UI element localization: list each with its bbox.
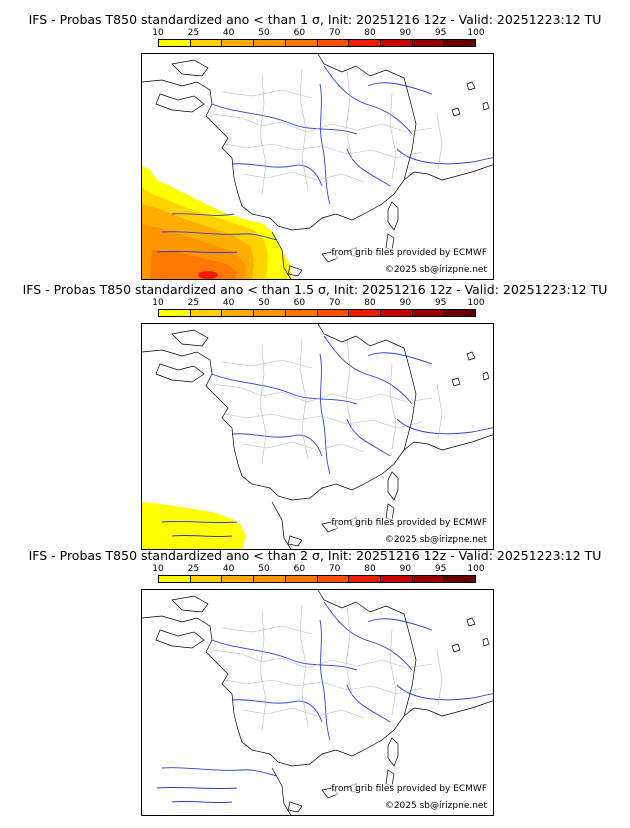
- colorbar-tick-label: 70: [328, 564, 341, 574]
- data-source-credit: from grib files provided by ECMWF: [331, 248, 487, 259]
- colorbar-tick-label: 10: [152, 298, 164, 308]
- probability-shading: [142, 166, 292, 279]
- copyright-credit: ©2025 sb@irizpne.net: [384, 535, 487, 546]
- colorbar-swatch: [285, 576, 318, 582]
- colorbar-tick-label: 95: [434, 298, 447, 308]
- colorbar-tick-label: 10: [152, 564, 164, 574]
- coastlines: [142, 590, 493, 815]
- colorbar-swatch: [159, 40, 191, 46]
- colorbar-tick-label: 70: [328, 28, 341, 38]
- map-graphic: [142, 54, 493, 279]
- probability-shading: [142, 502, 246, 549]
- colorbar-tick-label: 80: [364, 28, 376, 38]
- colorbar-swatch: [317, 576, 350, 582]
- panel-2: IFS - Probas T850 standardized ano < tha…: [0, 282, 630, 550]
- colorbar-swatch: [159, 310, 191, 316]
- colorbar: [158, 309, 476, 317]
- coastlines: [142, 54, 493, 279]
- colorbar-tick-label: 40: [222, 28, 235, 38]
- colorbar-tick-label: 25: [187, 564, 200, 574]
- colorbar-swatch: [222, 40, 255, 46]
- data-source-credit: from grib files provided by ECMWF: [331, 784, 487, 795]
- colorbar-tick-label: 60: [293, 564, 306, 574]
- colorbar-tick-label: 90: [399, 298, 412, 308]
- regional-boundaries: [211, 338, 443, 465]
- colorbar-swatch: [444, 40, 476, 46]
- panel-1: IFS - Probas T850 standardized ano < tha…: [0, 12, 630, 280]
- colorbar-tick-label: 100: [467, 564, 485, 574]
- colorbar-labels: 10 25 40 50 60 70 80 90 95 100: [152, 28, 484, 38]
- colorbar-swatch: [190, 310, 223, 316]
- colorbar-tick-label: 25: [187, 28, 200, 38]
- colorbar-swatch: [349, 40, 381, 46]
- colorbar-swatch: [317, 310, 350, 316]
- colorbar-tick-label: 100: [467, 298, 485, 308]
- colorbar: [158, 575, 476, 583]
- colorbar-tick-label: 70: [328, 298, 341, 308]
- colorbar-tick-label: 50: [258, 298, 270, 308]
- colorbar-tick-label: 95: [434, 28, 447, 38]
- colorbar-tick-label: 95: [434, 564, 447, 574]
- colorbar-tick-label: 40: [222, 298, 235, 308]
- copyright-credit: ©2025 sb@irizpne.net: [384, 265, 487, 276]
- colorbar-swatch: [412, 310, 445, 316]
- colorbar-tick-label: 25: [187, 298, 200, 308]
- colorbar-tick-label: 50: [258, 564, 270, 574]
- colorbar-swatch: [222, 576, 255, 582]
- colorbar-swatch: [190, 576, 223, 582]
- colorbar-tick-label: 10: [152, 28, 164, 38]
- colorbar-tick-label: 100: [467, 28, 485, 38]
- colorbar-tick-label: 60: [293, 298, 306, 308]
- colorbar-swatch: [254, 576, 286, 582]
- data-source-credit: from grib files provided by ECMWF: [331, 518, 487, 529]
- colorbar-swatch: [190, 40, 223, 46]
- colorbar-swatch: [349, 310, 381, 316]
- colorbar-swatch: [285, 40, 318, 46]
- colorbar-swatch: [349, 576, 381, 582]
- colorbar-swatch: [444, 310, 476, 316]
- colorbar-swatch: [412, 576, 445, 582]
- rivers: [161, 335, 493, 538]
- colorbar-swatch: [380, 310, 413, 316]
- colorbar-swatch: [254, 40, 286, 46]
- map-graphic: [142, 324, 493, 549]
- colorbar-tick-label: 80: [364, 298, 376, 308]
- colorbar-tick-label: 90: [399, 564, 412, 574]
- rivers: [156, 601, 493, 804]
- coastlines: [142, 324, 493, 549]
- colorbar-tick-label: 60: [293, 28, 306, 38]
- probability-map: from grib files provided by ECMWF ©2025 …: [141, 589, 494, 816]
- colorbar-swatch: [380, 576, 413, 582]
- rivers: [156, 65, 493, 254]
- colorbar-tick-label: 80: [364, 564, 376, 574]
- colorbar-tick-label: 90: [399, 28, 412, 38]
- panel-title: IFS - Probas T850 standardized ano < tha…: [28, 12, 602, 27]
- regional-boundaries: [211, 604, 443, 731]
- probability-map: from grib files provided by ECMWF ©2025 …: [141, 323, 494, 550]
- panel-3: IFS - Probas T850 standardized ano < tha…: [0, 548, 630, 816]
- colorbar-tick-label: 40: [222, 564, 235, 574]
- panel-title: IFS - Probas T850 standardized ano < tha…: [28, 548, 602, 563]
- colorbar: [158, 39, 476, 47]
- colorbar-labels: 10 25 40 50 60 70 80 90 95 100: [152, 564, 484, 574]
- colorbar-swatch: [254, 310, 286, 316]
- regional-boundaries: [211, 68, 443, 195]
- map-graphic: [142, 590, 493, 815]
- colorbar-swatch: [412, 40, 445, 46]
- colorbar-swatch: [222, 310, 255, 316]
- copyright-credit: ©2025 sb@irizpne.net: [384, 801, 487, 812]
- colorbar-swatch: [317, 40, 350, 46]
- probability-map: from grib files provided by ECMWF ©2025 …: [141, 53, 494, 280]
- colorbar-swatch: [380, 40, 413, 46]
- colorbar-swatch: [285, 310, 318, 316]
- colorbar-swatch: [159, 576, 191, 582]
- colorbar-tick-label: 50: [258, 28, 270, 38]
- panel-title: IFS - Probas T850 standardized ano < tha…: [22, 282, 608, 297]
- colorbar-swatch: [444, 576, 476, 582]
- colorbar-labels: 10 25 40 50 60 70 80 90 95 100: [152, 298, 484, 308]
